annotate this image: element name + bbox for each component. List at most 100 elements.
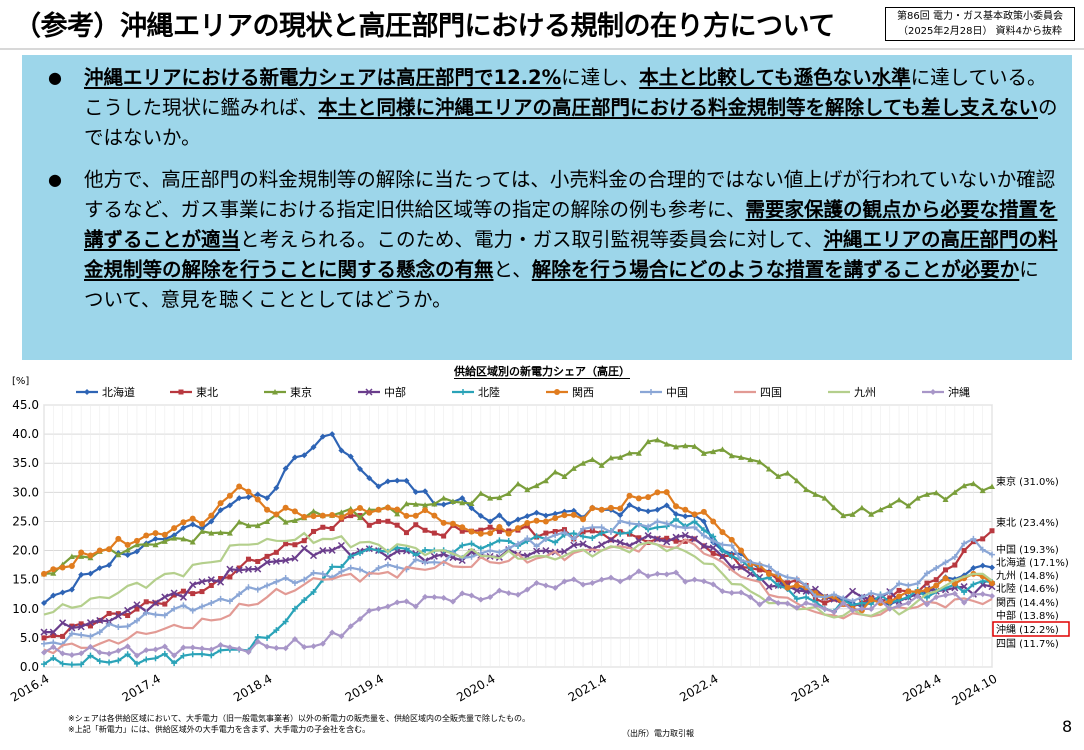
- series-東京-point: [515, 480, 521, 487]
- series-中国-point: [264, 582, 271, 589]
- series-中国-point: [654, 518, 661, 525]
- series-沖縄-point: [319, 640, 326, 647]
- series-沖縄-point: [747, 594, 754, 601]
- series-関西-point: [626, 492, 633, 499]
- series-東北-point: [320, 524, 326, 530]
- series-中部-point: [430, 552, 438, 560]
- bullet-dot-icon: ●: [48, 170, 62, 189]
- series-東北-point: [385, 518, 391, 524]
- series-北陸-point: [961, 589, 968, 596]
- bullet-1-seg: に達し、: [561, 66, 640, 89]
- series-東北-point: [264, 553, 270, 559]
- bullet-1-seg: 本土と同様に沖縄エリアの高圧部門における料金規制等を解除しても差し支えない: [318, 96, 1038, 119]
- source-reference-box: 第86回 電力・ガス基本政策小委員会 （2025年2月28日） 資料4から抜粋: [885, 7, 1075, 41]
- series-北陸-point: [68, 661, 75, 668]
- series-中国-point: [394, 564, 401, 571]
- page-title: （参考）沖縄エリアの現状と高圧部門における規制の在り方について: [14, 11, 835, 42]
- series-東北-point: [348, 513, 354, 519]
- series-東京-point: [496, 494, 503, 501]
- series-中国-point: [598, 524, 605, 531]
- bullet-1-seg: に達している。こうした現状に鑑みれば、: [84, 66, 1047, 119]
- series-関西-point: [217, 500, 224, 507]
- x-tick-label: 2021.4: [566, 671, 609, 704]
- series-関西-point: [933, 582, 940, 589]
- series-沖縄-point: [979, 591, 986, 598]
- series-北陸-point: [264, 634, 271, 641]
- legend-label: 沖縄: [948, 385, 970, 399]
- series-東京-point: [775, 473, 782, 479]
- series-東北-point: [245, 556, 251, 562]
- series-沖縄-point: [217, 641, 224, 648]
- series-東京-point: [189, 539, 196, 545]
- series-北海道-point: [524, 513, 531, 520]
- series-関西-point: [654, 489, 661, 496]
- series-関西-point: [394, 506, 401, 513]
- series-北海道-point: [264, 495, 271, 502]
- page-number: 8: [1062, 717, 1073, 736]
- series-北陸-point: [161, 650, 168, 657]
- series-東京-point: [589, 456, 596, 463]
- series-北陸-point: [124, 651, 131, 658]
- legend-point: [84, 389, 90, 395]
- series-中国-point: [691, 524, 698, 531]
- series-沖縄-point: [124, 643, 131, 650]
- legend-point: [648, 389, 654, 395]
- series-中国-point: [700, 532, 707, 539]
- series-東京-point: [803, 486, 810, 492]
- series-中部-point: [737, 563, 745, 571]
- series-東京-point: [338, 509, 345, 515]
- series-東京-point: [626, 450, 633, 456]
- end-label: 中国 (19.3%): [996, 543, 1059, 556]
- y-tick-label: 10.0: [12, 602, 39, 616]
- series-北陸-point: [347, 553, 354, 560]
- series-関西-point: [561, 512, 568, 519]
- series-関西-point: [645, 494, 652, 501]
- series-東京-point: [905, 502, 912, 509]
- series-関西-point: [635, 495, 642, 502]
- series-東京-point: [171, 535, 178, 541]
- series-沖縄-point: [264, 643, 271, 650]
- series-東北-point: [143, 599, 149, 605]
- series-関西-point: [254, 496, 261, 503]
- series-沖縄-point: [580, 581, 587, 588]
- series-関西-point: [440, 519, 447, 526]
- series-中国-point: [552, 532, 559, 539]
- series-中国-point: [821, 594, 828, 601]
- series-関西-point: [942, 575, 949, 582]
- series-関西-point: [384, 504, 391, 511]
- series-沖縄-point: [78, 650, 85, 657]
- series-中国-point: [87, 633, 94, 640]
- series-東京-point: [942, 496, 949, 503]
- series-東京-point: [580, 460, 587, 466]
- series-中部-point: [533, 547, 541, 555]
- series-沖縄-point: [347, 623, 354, 630]
- series-関西-point: [589, 505, 596, 512]
- series-東京-point: [524, 486, 531, 493]
- series-中国-point: [765, 563, 772, 570]
- series-中部-point: [59, 619, 67, 627]
- legend-point: [930, 389, 936, 395]
- series-中部-point: [849, 587, 857, 595]
- series-東北-point: [199, 589, 205, 595]
- y-tick-label: 25.0: [12, 514, 39, 528]
- series-中部-point: [616, 538, 624, 546]
- series-中国-point: [561, 529, 568, 536]
- series-中国-point: [858, 594, 865, 601]
- series-北陸-point: [691, 518, 698, 525]
- series-北陸-point: [858, 599, 865, 606]
- series-中国-point: [626, 520, 633, 527]
- series-line-四国: [43, 538, 993, 655]
- series-関西-point: [496, 524, 503, 531]
- series-東北-point: [682, 538, 688, 544]
- series-東北-point: [273, 549, 279, 555]
- series-東北-point: [441, 533, 447, 539]
- series-北陸-point: [552, 539, 559, 546]
- bullet-2-text: 他方で、高圧部門の料金規制等の解除に当たっては、小売料金の合理的ではない値上げが…: [84, 168, 1057, 311]
- series-東北-point: [413, 522, 419, 528]
- series-東京-point: [700, 450, 707, 456]
- series-東北-point: [496, 528, 502, 534]
- series-東京-point: [849, 511, 856, 517]
- series-北海道-point: [282, 465, 289, 472]
- series-東京-point: [487, 495, 494, 501]
- series-沖縄-point: [673, 569, 679, 576]
